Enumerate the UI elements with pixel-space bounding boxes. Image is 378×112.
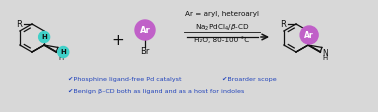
Text: H: H xyxy=(41,34,47,40)
Text: +: + xyxy=(112,32,124,47)
Text: ✔Broarder scope: ✔Broarder scope xyxy=(222,76,277,82)
Text: Ar: Ar xyxy=(139,26,150,34)
Circle shape xyxy=(300,26,318,44)
Text: ✔Phosphine ligand-free Pd catalyst: ✔Phosphine ligand-free Pd catalyst xyxy=(68,76,181,82)
Text: ✔Benign β–CD both as ligand and as a host for indoles: ✔Benign β–CD both as ligand and as a hos… xyxy=(68,88,244,94)
Circle shape xyxy=(58,46,69,57)
Text: Br: Br xyxy=(140,46,150,56)
Text: Ar: Ar xyxy=(304,30,314,40)
Text: R: R xyxy=(16,19,22,28)
Circle shape xyxy=(39,31,50,42)
Text: R: R xyxy=(280,19,286,28)
Text: N: N xyxy=(322,49,328,58)
Text: Na$_2$PdCl$_4$/$\beta$-CD: Na$_2$PdCl$_4$/$\beta$-CD xyxy=(195,23,249,33)
Text: Ar = aryl, heteroaryl: Ar = aryl, heteroaryl xyxy=(185,11,259,17)
Text: H: H xyxy=(60,49,66,55)
Text: N: N xyxy=(58,49,64,58)
Circle shape xyxy=(135,20,155,40)
Text: H: H xyxy=(58,55,64,61)
Text: H: H xyxy=(322,55,327,61)
Text: H₂O, 80-100 °C: H₂O, 80-100 °C xyxy=(194,37,249,43)
